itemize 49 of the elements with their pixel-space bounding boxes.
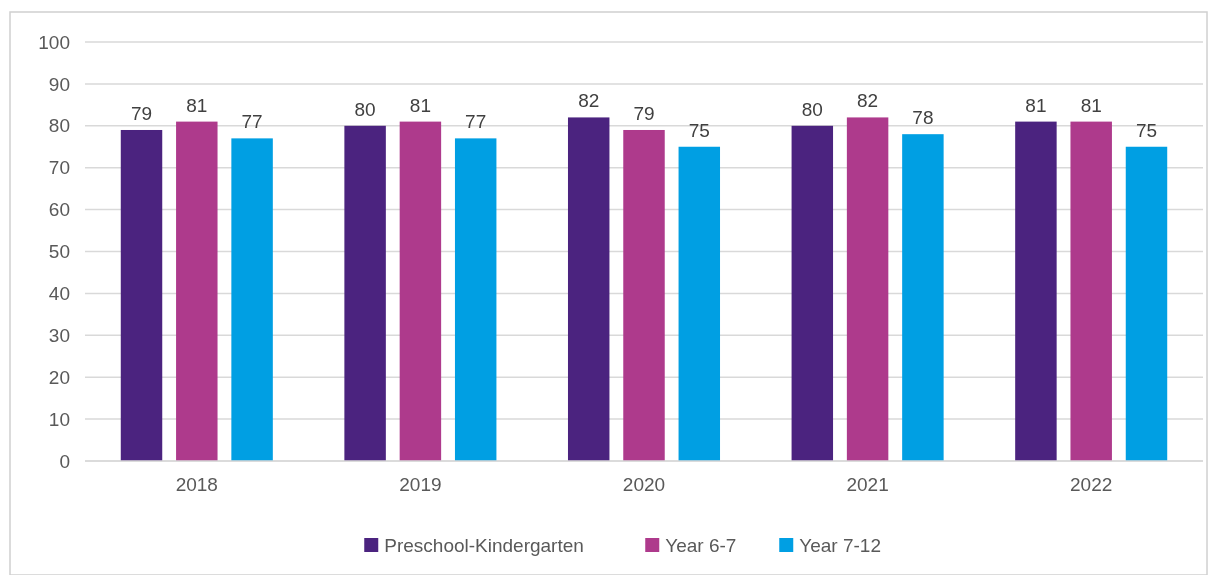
x-tick-label: 2019 [399,474,442,495]
data-label: 77 [465,111,487,133]
bar [846,117,889,461]
x-tick-label: 2022 [1070,474,1113,495]
y-tick-label: 90 [48,73,70,95]
y-tick-label: 50 [48,241,70,263]
legend-label: Year 7-12 [799,534,881,556]
data-label: 81 [186,94,208,116]
y-tick-label: 60 [48,199,70,221]
bar [791,125,834,461]
legend-label: Year 6-7 [665,534,737,556]
data-label: 81 [409,94,431,116]
legend-label: Preschool-Kindergarten [384,534,584,556]
y-tick-label: 20 [48,366,70,388]
data-label: 81 [1080,94,1102,116]
data-label: 78 [912,107,934,129]
x-tick-label: 2018 [175,474,218,495]
data-label: 80 [801,98,823,120]
data-label: 82 [857,90,879,112]
y-tick-label: 30 [48,324,70,346]
bar [231,138,273,461]
bar [623,129,665,461]
data-label: 81 [1025,94,1047,116]
bar [120,129,163,461]
data-label: 75 [688,119,710,141]
x-tick-label: 2020 [622,474,666,495]
bar [344,125,386,461]
bar [399,121,442,461]
y-tick-label: 80 [48,115,70,137]
y-tick-label: 40 [48,283,70,305]
y-tick-label: 0 [59,450,70,472]
bar [567,117,610,461]
bar [1125,146,1168,461]
y-tick-label: 100 [38,31,70,53]
bar [678,146,721,461]
x-tick-label: 2021 [846,474,889,495]
data-label: 79 [633,102,655,124]
bar [454,138,497,461]
bar [902,134,944,461]
data-label: 79 [130,102,153,124]
y-tick-label: 70 [48,157,70,179]
bar [176,121,218,461]
data-label: 82 [578,90,600,112]
y-tick-label: 10 [48,408,70,430]
data-label: 80 [354,98,376,120]
bar [1015,121,1057,461]
bar [1070,121,1112,461]
data-label: 75 [1135,119,1158,141]
data-label: 77 [241,111,263,133]
